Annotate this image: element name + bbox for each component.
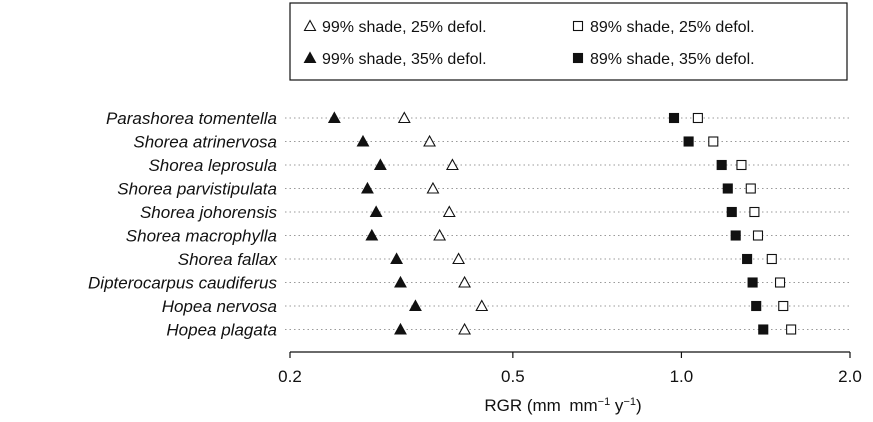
data-point-open-triangle (458, 322, 472, 335)
data-point-filled-triangle (373, 158, 387, 171)
legend-marker-filled-triangle (303, 51, 317, 64)
x-tick-label: 0.5 (501, 367, 525, 386)
x-axis-label-sup2: −1 (623, 396, 636, 408)
data-point-filled-triangle (361, 181, 374, 194)
x-tick-label: 1.0 (670, 367, 694, 386)
x-tick-label: 0.2 (278, 367, 302, 386)
data-point-open-square (766, 253, 777, 265)
species-label: Dipterocarpus caudiferus (88, 274, 277, 293)
data-point-filled-triangle (327, 111, 341, 124)
data-point-filled-triangle (390, 252, 404, 265)
legend-marker-filled-square (572, 52, 584, 64)
data-point-open-triangle (458, 275, 472, 288)
legend-label: 89% shade, 35% defol. (590, 51, 755, 68)
legend-label: 99% shade, 35% defol. (322, 51, 487, 68)
data-point-filled-triangle (365, 228, 379, 241)
species-label: Shorea fallax (178, 250, 278, 269)
data-point-open-square (736, 159, 747, 171)
data-point-open-square (752, 230, 764, 241)
data-point-filled-square (747, 277, 758, 288)
data-point-filled-square (722, 183, 733, 194)
data-point-open-square (778, 300, 789, 312)
legend-marker-open-triangle (303, 19, 317, 32)
data-point-filled-triangle (394, 275, 407, 288)
data-point-open-triangle (426, 181, 440, 194)
data-point-filled-square (716, 159, 727, 171)
data-point-filled-square (742, 253, 753, 265)
data-point-open-square (786, 324, 797, 335)
data-point-open-triangle (433, 228, 447, 241)
data-point-open-square (774, 277, 786, 288)
data-point-filled-square (683, 136, 694, 147)
x-axis: 0.2 0.5 1.0 2.0 (278, 351, 862, 386)
data-point-filled-square (726, 206, 737, 218)
data-point-open-triangle (445, 158, 459, 171)
legend-box (289, 2, 848, 81)
data-point-filled-square (668, 112, 680, 124)
data-marks (327, 111, 797, 335)
data-point-filled-triangle (356, 134, 370, 147)
data-point-filled-square (758, 324, 769, 335)
legend-label: 99% shade, 25% defol. (322, 19, 487, 36)
x-tick-label: 2.0 (838, 367, 862, 386)
data-point-open-triangle (475, 299, 489, 312)
y-axis-labels: Parashorea tomentella Shorea atrinervosa S… (88, 109, 277, 340)
x-axis-label-end: ) (636, 396, 642, 415)
species-label: Shorea macrophylla (126, 227, 277, 246)
data-point-filled-square (751, 300, 762, 312)
species-label: Shorea atrinervosa (133, 133, 277, 152)
species-label: Shorea parvistipulata (117, 180, 277, 199)
data-point-open-triangle (452, 252, 466, 265)
x-axis-label-mid: y (610, 396, 624, 415)
species-label: Shorea leprosula (148, 156, 277, 175)
species-label: Hopea plagata (166, 321, 277, 340)
legend: 99% shade, 25% defol. 89% shade, 25% defo… (289, 2, 848, 81)
data-point-filled-triangle (369, 205, 383, 218)
data-point-filled-square (730, 230, 741, 241)
data-point-open-triangle (423, 134, 436, 147)
data-point-open-square (708, 136, 719, 147)
species-label: Shorea johorensis (140, 203, 278, 222)
data-point-open-square (749, 206, 760, 218)
species-label: Hopea nervosa (162, 297, 277, 316)
data-point-open-triangle (442, 205, 456, 218)
data-point-open-triangle (397, 111, 411, 124)
data-point-open-square (745, 183, 756, 194)
legend-marker-open-square (572, 20, 584, 32)
data-point-open-square (692, 112, 703, 124)
legend-label: 89% shade, 25% defol. (590, 19, 755, 36)
data-point-filled-triangle (409, 299, 422, 312)
x-axis-label-sup1: −1 (598, 396, 611, 408)
data-point-filled-triangle (394, 322, 407, 335)
x-axis-label-main: RGR (mm mm (484, 396, 597, 415)
grid (285, 117, 850, 330)
species-label: Parashorea tomentella (106, 109, 277, 128)
x-axis-label: RGR (mm mm−1 y−1) (484, 396, 641, 415)
